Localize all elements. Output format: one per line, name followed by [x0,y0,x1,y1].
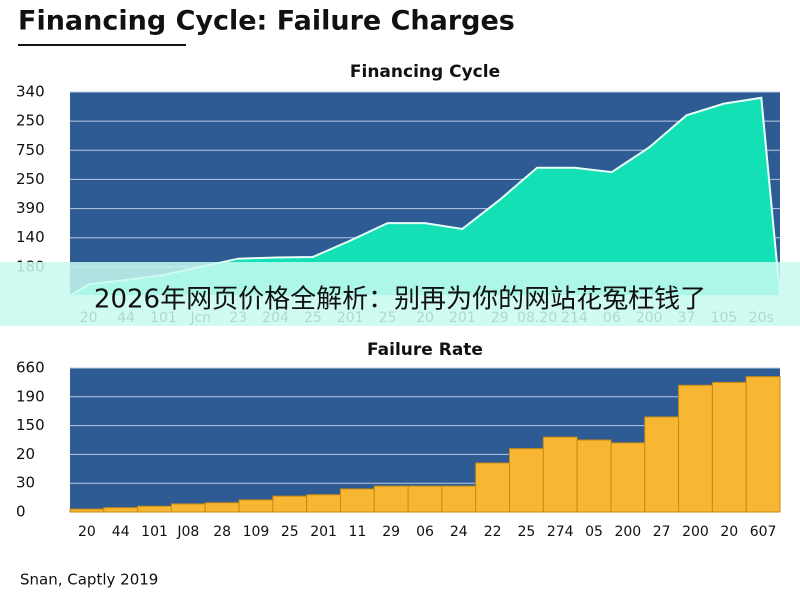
x-tick-label: 101 [141,524,168,540]
x-tick-label: 201 [310,524,337,540]
x-tick-label: 29 [382,524,400,540]
y-tick-label: 390 [16,199,45,217]
bar [306,494,341,513]
y-tick-label: 250 [16,170,45,188]
x-tick-label: J08 [176,524,199,540]
bar [576,439,612,513]
x-tick-label: 44 [112,524,130,540]
bar [711,381,747,513]
x-tick-label: 05 [585,524,603,540]
chart-title: Financing Cycle [350,62,500,82]
chart-title: Failure Rate [367,340,483,360]
x-tick-label: 11 [348,524,366,540]
y-tick-label: 660 [16,359,45,377]
y-tick-label: 140 [16,228,45,246]
y-tick-label: 20 [16,445,35,463]
x-tick-label: 24 [450,524,468,540]
x-tick-label: 200 [682,524,709,540]
x-tick-label: 274 [547,524,574,540]
x-tick-label: 06 [416,524,434,540]
overlay-text: 2026年网页价格全解析：别再为你的网站花冤枉钱了 [94,285,706,315]
y-tick-label: 250 [16,112,45,130]
footer: Snan, Captly 2019 [20,571,158,589]
bar [103,507,139,513]
page-title: Financing Cycle: Failure Charges [18,6,515,37]
bar [509,448,544,513]
y-tick-label: 150 [16,416,45,434]
y-tick-label: 30 [16,474,35,492]
x-tick-label: 22 [484,524,502,540]
bar [170,503,206,513]
x-tick-label: 27 [653,524,671,540]
y-tick-label: 190 [16,387,45,405]
bar [137,505,172,513]
bar [441,485,477,513]
x-tick-label: 20 [720,524,738,540]
bar [678,384,713,513]
bar [69,508,105,513]
bar [407,485,443,513]
x-tick-label: 25 [518,524,536,540]
bar [745,376,781,513]
bar [610,442,646,513]
bar [204,502,240,513]
bar [542,436,578,513]
x-tick-label: 28 [213,524,231,540]
x-tick-label: 200 [614,524,641,540]
y-tick-label: 750 [16,141,45,159]
y-tick-label: 340 [16,83,45,101]
bar [373,485,409,513]
bar [644,416,680,513]
bar [238,499,274,513]
bar [339,488,375,513]
y-tick-label: 0 [16,503,26,521]
x-tick-label: 25 [281,524,299,540]
x-tick-label: 607 [750,524,777,540]
x-tick-label: 20 [78,524,96,540]
overlay-banner [0,262,800,326]
x-tick-label: 109 [243,524,270,540]
bar [272,495,308,513]
bar [475,462,511,513]
